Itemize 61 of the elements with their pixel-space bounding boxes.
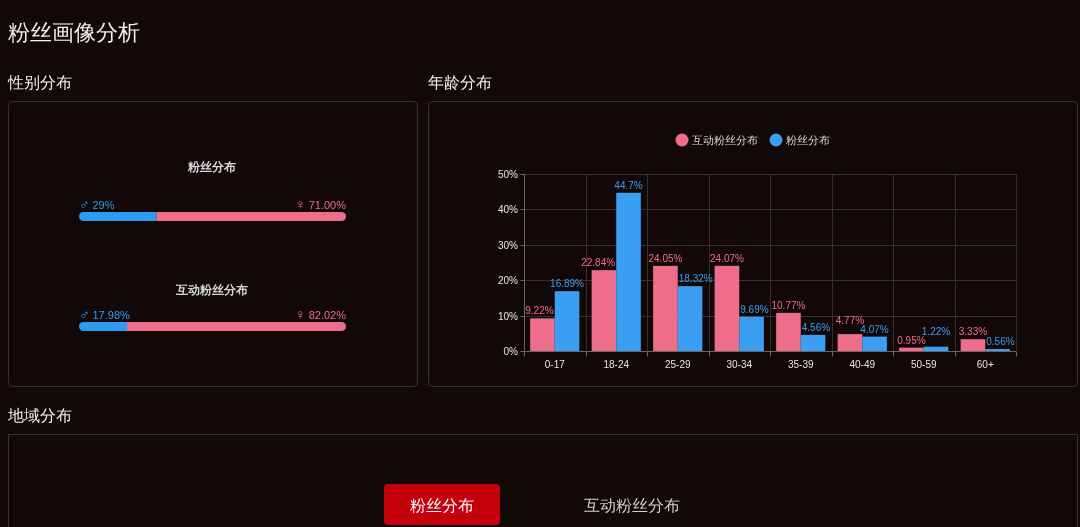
bar [837,334,863,351]
x-tick-label: 35-39 [787,359,814,370]
bar [653,265,678,351]
data-label: 16.89% [550,278,585,290]
data-label: 10.77% [771,299,806,311]
bar [899,347,924,351]
legend-label: 粉丝分布 [785,134,830,146]
text: 粉丝分布 [410,496,474,514]
bar [714,265,740,351]
text: ♀ [295,306,306,322]
legend-label: 互动粉丝分布 [691,134,758,146]
data-label: 9.22% [525,305,554,317]
x-tick-label: 0-17 [544,359,566,370]
data-label: 0.56% [986,336,1015,348]
data-label: 0.95% [897,334,926,346]
bar [776,312,801,351]
text: 互动粉丝分布 [584,496,680,514]
data-label: 24.07% [709,252,745,264]
x-tick-label: 25-29 [664,359,691,370]
series-label: ♂ [79,196,90,212]
y-tick-label: 20% [497,275,519,286]
bar [800,334,826,351]
y-tick-label: 40% [497,204,519,215]
bar [530,318,555,351]
bar [616,192,641,351]
y-tick-label: 0% [503,346,519,357]
chart-title: 年龄分布 [428,74,492,91]
bar [923,346,949,351]
text: ♂ [79,306,90,322]
y-tick-label: 10% [497,311,519,322]
data-label: 24.05% [648,252,683,264]
x-tick-label: 18-24 [603,359,630,370]
data-label: 44.7% [614,179,643,191]
bar [554,291,580,351]
x-tick-label: 60+ [976,359,994,370]
data-label: 9.69% [740,303,769,315]
bar [677,286,703,351]
data-label: 22.84% [581,257,616,269]
y-tick-label: 50% [497,169,519,180]
data-label: 71.00% [308,199,347,211]
text: 地域分布 [7,407,72,424]
series-label: ♀ [295,196,306,212]
text: 粉丝画像分析 [8,20,140,45]
data-label: 4.07% [860,323,889,335]
data-label: 82.02% [308,309,347,321]
data-label: 4.77% [835,314,865,326]
bar [739,316,764,351]
data-label: 4.56% [801,321,831,333]
bar [591,270,617,351]
chart-title: 性别分布 [7,74,72,91]
data-label: 29% [92,199,115,211]
data-label: 1.22% [921,325,951,337]
data-label: 17.98% [92,309,131,321]
x-tick-label: 30-34 [726,359,753,370]
x-tick-label: 40-49 [849,359,876,370]
bar [862,336,887,351]
data-label: 18.32% [678,273,713,285]
x-tick-label: 50-59 [910,359,937,370]
y-tick-label: 30% [497,240,519,251]
data-label: 3.33% [958,326,988,338]
bar [960,339,986,351]
